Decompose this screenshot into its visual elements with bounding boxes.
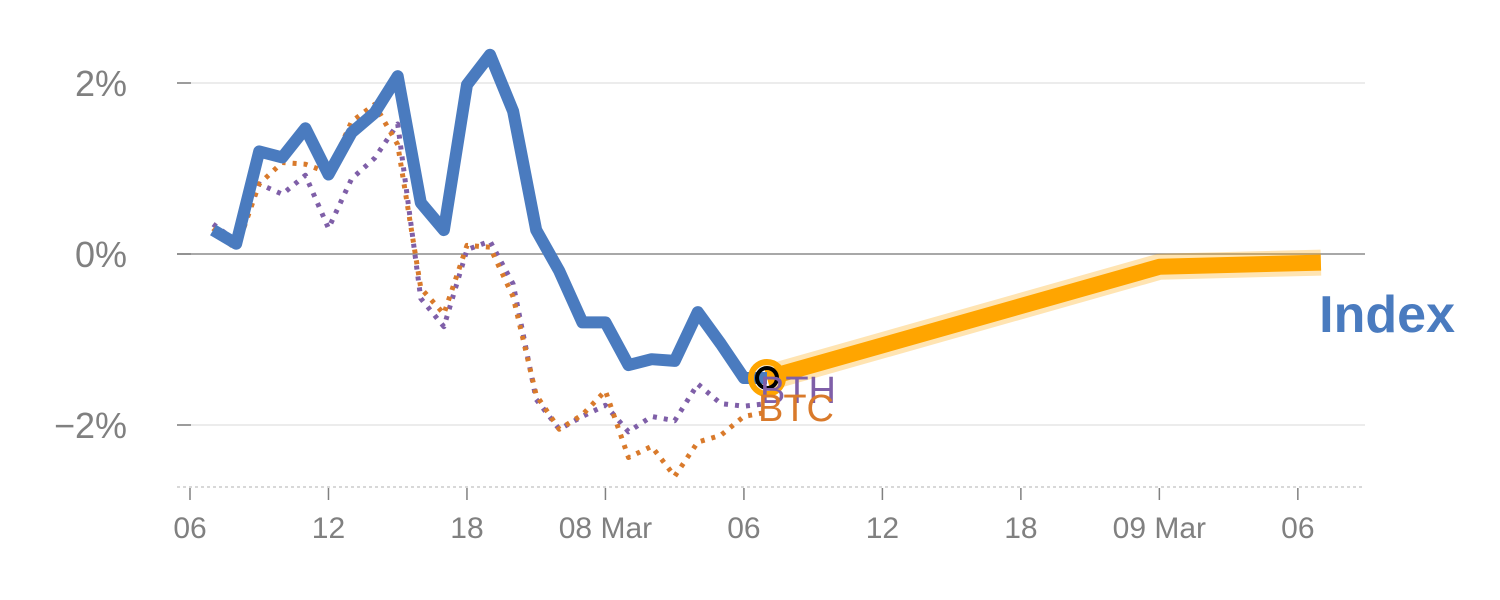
x-tick-label: 18	[450, 512, 483, 545]
x-tick-label: 08 Mar	[559, 512, 652, 545]
y-tick-label: 2%	[75, 63, 127, 104]
end-label-bth: BTH	[760, 370, 836, 412]
y-tick-label: 0%	[75, 234, 127, 275]
projection-line	[764, 254, 1322, 386]
series-line-index	[210, 48, 767, 384]
marker-dot	[755, 365, 779, 390]
y-tick-label: −2%	[54, 405, 127, 446]
marker-ring	[748, 358, 786, 397]
x-tick-label: 12	[312, 512, 345, 545]
end-label-btc: BTC	[758, 388, 834, 430]
x-tick-label: 12	[866, 512, 899, 545]
x-tick-label: 06	[1281, 512, 1314, 545]
series-line-bth	[211, 121, 768, 435]
end-label-index: Index	[1319, 286, 1455, 344]
x-tick-label: 18	[1004, 512, 1037, 545]
x-tick-label: 06	[173, 512, 206, 545]
x-tick-label: 09 Mar	[1113, 512, 1206, 545]
x-tick-label: 06	[727, 512, 760, 545]
series-line-btc	[211, 101, 768, 479]
